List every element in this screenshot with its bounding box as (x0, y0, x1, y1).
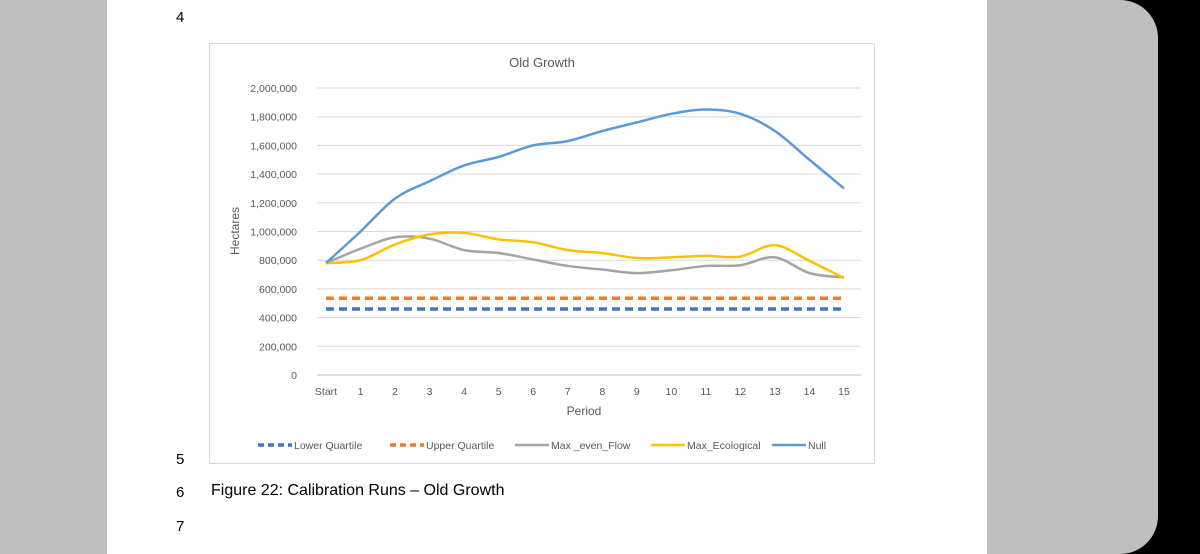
y-tick-label: 200,000 (259, 341, 297, 353)
y-tick-label: 600,000 (259, 284, 297, 296)
y-tick-label: 0 (291, 370, 297, 382)
x-tick-label: 1 (358, 386, 364, 398)
legend-label: Max _even_Flow (551, 440, 631, 452)
line-number: 7 (176, 518, 185, 535)
y-axis-label: Hectares (228, 207, 242, 255)
series-line-null (325, 108, 845, 264)
x-tick-label: 13 (769, 386, 781, 398)
old-growth-chart: Old Growth 0 200,000 400,000 600,000 800,000 1… (228, 55, 861, 452)
y-tick-label: 2,000,000 (250, 83, 297, 95)
line-number: 4 (176, 9, 185, 26)
x-tick-label: 2 (392, 386, 398, 398)
x-tick-label: 12 (735, 386, 747, 398)
y-tick-label: 400,000 (259, 313, 297, 325)
line-number: 5 (176, 451, 185, 468)
chart-title: Old Growth (509, 55, 575, 70)
x-tick-label: 9 (634, 386, 640, 398)
x-tick-label: 4 (461, 386, 467, 398)
series-line-max-ecological (325, 231, 845, 280)
y-tick-label: 1,800,000 (250, 112, 297, 124)
figure-caption: Figure 22: Calibration Runs – Old Growth (211, 482, 505, 499)
x-tick-label: 7 (565, 386, 571, 398)
legend-label: Upper Quartile (426, 440, 494, 452)
legend-label: Lower Quartile (294, 440, 362, 452)
x-axis-label: Period (567, 404, 602, 418)
y-tick-label: 1,400,000 (250, 169, 297, 181)
x-tick-label: 3 (427, 386, 433, 398)
chart-frame: Old Growth 0 200,000 400,000 600,000 800,000 1… (209, 43, 875, 464)
y-tick-label: 1,000,000 (250, 227, 297, 239)
x-tick-label: 10 (665, 386, 677, 398)
x-tick-label: 6 (530, 386, 536, 398)
x-tick-label: 14 (804, 386, 816, 398)
y-tick-label: 1,200,000 (250, 198, 297, 210)
legend-label: Null (808, 440, 826, 452)
y-tick-label: 800,000 (259, 255, 297, 267)
series-line-max-even-flow (325, 235, 845, 279)
legend-label: Max_Ecological (687, 440, 761, 452)
x-tick-label: 5 (496, 386, 502, 398)
line-number: 6 (176, 484, 185, 501)
x-tick-label: 11 (700, 386, 711, 398)
x-tick-label: 15 (838, 386, 850, 398)
x-tick-label: 8 (599, 386, 605, 398)
x-tick-label: Start (315, 386, 337, 398)
y-tick-label: 1,600,000 (250, 140, 297, 152)
